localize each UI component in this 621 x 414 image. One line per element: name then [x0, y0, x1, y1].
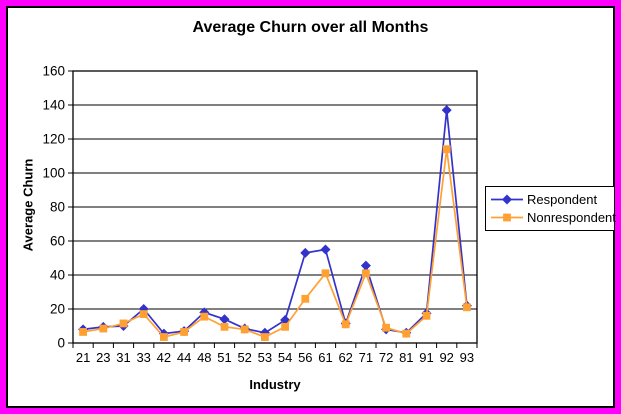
nonrespondent-line-swatch [491, 213, 523, 221]
marker-diamond-respondent [360, 260, 371, 271]
x-tick-label: 62 [338, 350, 352, 365]
y-tick-label: 20 [50, 302, 65, 317]
x-tick-label: 21 [76, 350, 90, 365]
marker-diamond-respondent [320, 244, 331, 255]
legend-swatch-marker [501, 193, 513, 205]
chart-title: Average Churn over all Months [192, 19, 429, 36]
marker-square-nonrespondent [79, 328, 87, 336]
y-tick-label: 60 [50, 234, 65, 249]
y-axis-title: Average Churn [20, 158, 36, 252]
marker-square-nonrespondent [402, 329, 411, 338]
legend-item-nonrespondent: Nonrespondent [486, 208, 616, 226]
marker-square-nonrespondent [382, 323, 391, 332]
y-tick-label: 40 [50, 268, 65, 283]
x-tick-label: 93 [460, 350, 474, 365]
marker-diamond-respondent [300, 247, 311, 258]
marker-square-nonrespondent [362, 269, 370, 278]
marker-square-nonrespondent [422, 311, 431, 320]
marker-square-nonrespondent [139, 310, 148, 319]
marker-square-nonrespondent [463, 303, 471, 312]
x-tick-label: 71 [359, 350, 373, 365]
marker-square-nonrespondent [321, 269, 330, 278]
x-tick-label: 61 [318, 350, 332, 365]
y-tick-label: 160 [42, 64, 65, 79]
legend-item-respondent: Respondent [486, 190, 614, 208]
marker-square-nonrespondent [442, 145, 451, 154]
x-tick-label: 23 [96, 350, 110, 365]
x-tick-label: 51 [217, 350, 231, 365]
x-tick-label: 44 [177, 350, 191, 365]
series-line-respondent [82, 110, 468, 335]
x-tick-label: 42 [157, 350, 171, 365]
marker-square-nonrespondent [220, 322, 229, 331]
y-tick-label: 120 [42, 132, 65, 147]
chart-plot-canvas: 0 20 40 60 80 100 120 140 160 21 23 31 33 42 44 48 51 52 5… [42, 64, 478, 365]
y-tick-label: 140 [42, 98, 65, 113]
x-tick-label: 33 [136, 350, 150, 365]
x-tick-label: 52 [237, 350, 251, 365]
marker-diamond-respondent [441, 105, 452, 116]
marker-square-nonrespondent [119, 319, 128, 328]
marker-square-nonrespondent [200, 312, 209, 321]
x-tick-label: 54 [278, 350, 292, 365]
chart-area-frame: Average Churn over all Months 0 20 40 60 80 1… [6, 6, 616, 408]
legend-swatch-marker [503, 213, 511, 221]
marker-square-nonrespondent [301, 294, 310, 303]
legend-label-nonrespondent: Nonrespondent [527, 209, 616, 225]
x-tick-label: 81 [399, 350, 413, 365]
x-tick-label: 91 [419, 350, 433, 365]
x-tick-label: 53 [258, 350, 272, 365]
marker-square-nonrespondent [180, 328, 188, 336]
x-tick-label: 56 [298, 350, 312, 365]
legend-label-respondent: Respondent [527, 191, 598, 207]
marker-diamond-respondent [219, 314, 230, 325]
marker-square-nonrespondent [281, 322, 290, 331]
respondent-line-swatch [491, 193, 523, 205]
y-tick-label: 0 [57, 336, 65, 351]
legend: Respondent Nonrespondent [485, 186, 616, 231]
x-tick-label: 72 [379, 350, 393, 365]
x-tick-label: 48 [197, 350, 211, 365]
x-axis-title: Industry [249, 377, 301, 392]
marker-square-nonrespondent [261, 333, 269, 341]
y-tick-label: 80 [50, 200, 65, 215]
marker-square-nonrespondent [240, 325, 249, 334]
x-tick-label: 92 [439, 350, 453, 365]
marker-square-nonrespondent [99, 324, 108, 333]
marker-square-nonrespondent [160, 333, 168, 341]
y-tick-label: 100 [42, 166, 65, 181]
x-tick-label: 31 [116, 350, 130, 365]
marker-square-nonrespondent [341, 320, 350, 329]
